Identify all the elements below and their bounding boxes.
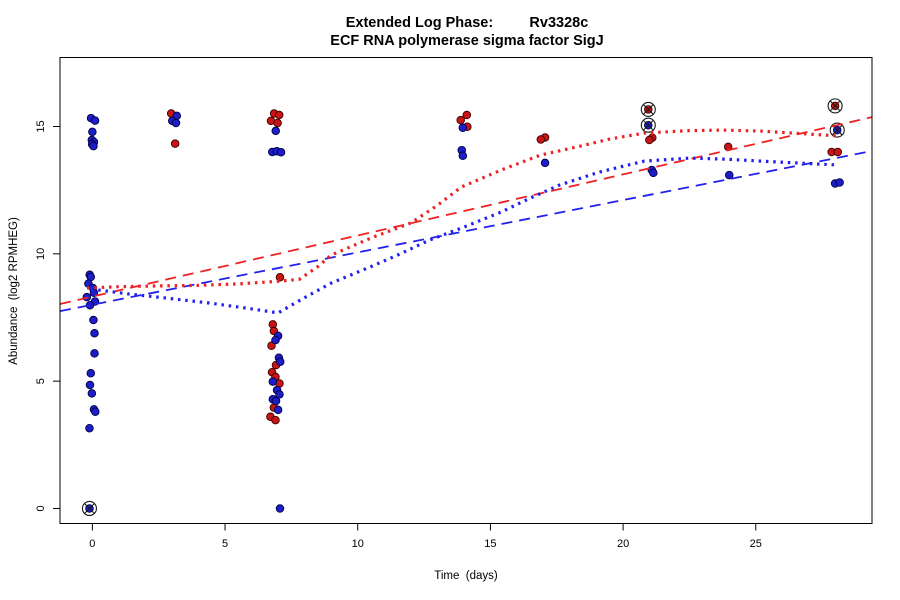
highlight-ring [640,117,656,133]
data-point [649,168,658,178]
y-tick-label: 0 [35,505,47,511]
data-point [645,135,654,145]
data-point [268,377,278,386]
x-axis-label: Time (days) [434,570,498,582]
highlight-ring [81,500,98,517]
data-point [86,369,96,378]
data-point [91,407,100,416]
data-point [276,147,286,157]
data-point [540,158,550,168]
highlight-ring [829,122,845,138]
highlight-cross [642,119,654,131]
highlighted-point [640,101,656,117]
data-point [275,504,285,513]
series-condition-blue [82,111,844,513]
data-point [275,390,284,399]
highlight-cross [642,104,654,115]
x-tick-label: 25 [750,538,762,550]
highlight-cross [831,124,843,136]
y-tick-label: 5 [35,378,47,384]
highlighted-point [829,122,845,138]
data-point [462,110,472,120]
data-point [90,349,99,358]
data-point [271,335,280,345]
data-point [536,135,546,144]
data-point [271,415,280,425]
data-point [273,118,282,128]
data-point [275,273,285,282]
data-point [835,178,844,187]
data-point [90,116,100,125]
data-point [90,329,99,338]
data-point [170,139,180,148]
highlighted-point [827,98,843,114]
data-point [271,396,281,406]
data-point [89,288,99,298]
chart-subtitle: ECF RNA polymerase sigma factor SigJ [330,33,603,49]
data-point [85,380,95,390]
data-point [273,405,283,415]
trend-lines [59,116,873,315]
highlight-ring [827,98,843,114]
blue-lowess-trend [90,156,839,315]
scatter-points [82,109,844,513]
data-point [89,141,98,151]
data-point [724,170,734,180]
data-point [274,110,284,120]
data-point [89,315,98,325]
x-tick-label: 5 [222,538,228,550]
data-point [271,126,280,136]
data-point [88,127,97,137]
data-point [85,424,94,433]
data-point [458,123,468,133]
data-point [87,389,97,398]
data-point [275,357,285,367]
axes: 0 5 10 15 20 25 0 5 10 15 [35,120,762,550]
highlight-cross [829,100,841,112]
y-tick-label: 15 [35,120,47,132]
x-tick-label: 20 [617,538,629,550]
highlighted-point [640,117,656,133]
red-linear-trend [59,116,873,305]
chart-title: Extended Log Phase: Rv3328c [346,15,589,31]
data-point [833,147,843,157]
x-tick-label: 0 [89,538,95,550]
y-tick-label: 10 [35,248,47,260]
highlighted-point [81,500,98,517]
x-tick-label: 10 [352,538,364,550]
data-point [171,118,181,128]
highlight-ring [640,101,656,117]
plot-box [59,57,873,524]
highlighted-points [81,98,845,517]
highlight-cross [84,503,95,514]
series-condition-red [166,109,843,425]
x-tick-label: 15 [484,538,496,550]
y-axis-label: Abundance (log2 RPMHEG) [8,217,20,365]
data-point [456,115,465,125]
data-point [458,151,468,161]
blue-linear-trend [59,150,873,312]
